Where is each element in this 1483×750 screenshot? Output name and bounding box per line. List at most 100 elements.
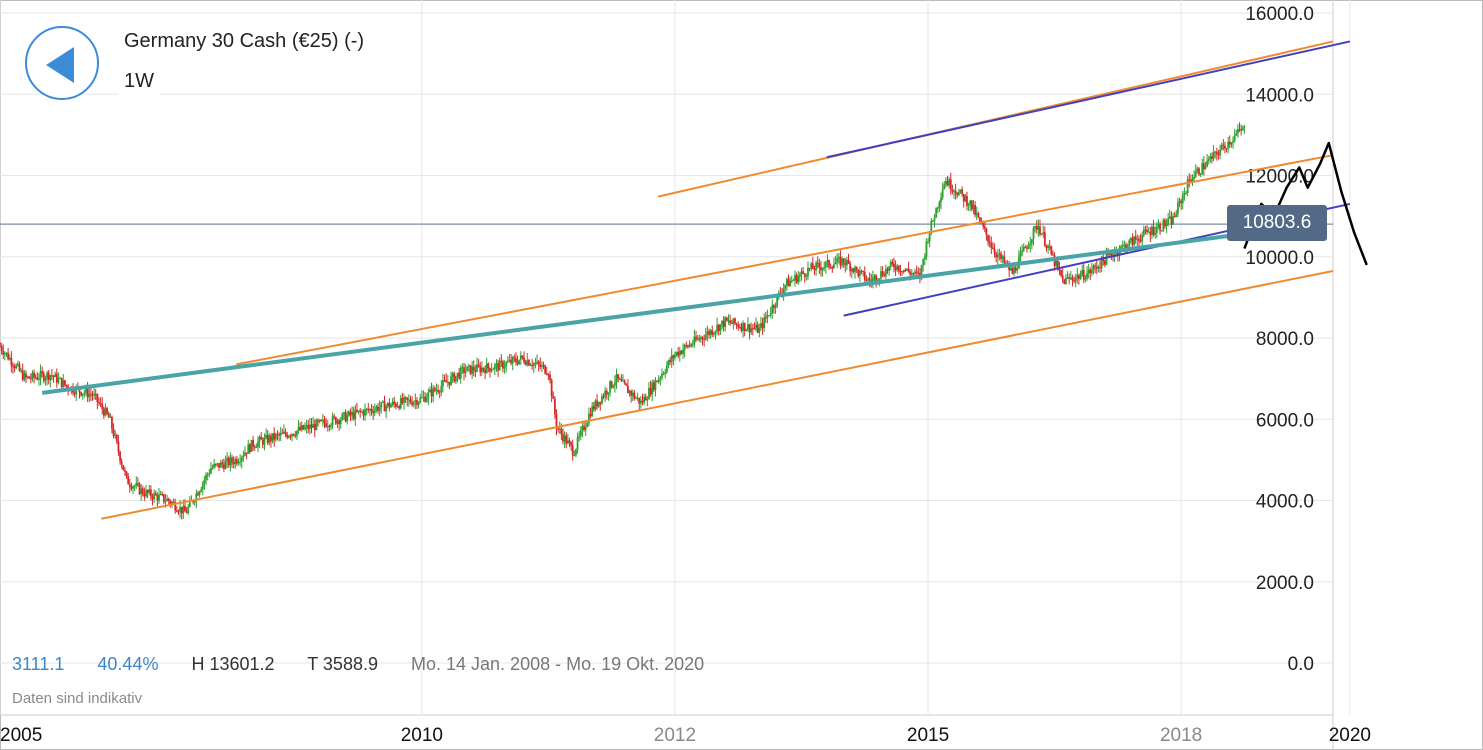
candle-body [1160, 230, 1163, 232]
candle-body [344, 412, 347, 422]
candle-body [101, 403, 104, 410]
candle-body [161, 494, 164, 496]
candle-body [1055, 260, 1058, 267]
candle-body [404, 397, 407, 399]
candle-body [1185, 192, 1187, 194]
candle-body [602, 396, 605, 398]
candle-body [528, 360, 530, 366]
candle-body [175, 510, 178, 512]
candle-body [154, 493, 157, 496]
candle-body [841, 258, 843, 266]
candle-body [928, 233, 931, 242]
candle-body [623, 380, 626, 384]
candle-body [583, 426, 585, 431]
candle-body [782, 288, 785, 294]
candle-body [810, 263, 813, 269]
candle-body [461, 367, 464, 369]
candle-body [1056, 260, 1059, 268]
candle-body [117, 441, 120, 452]
candle-body [16, 363, 19, 366]
candle-body [747, 324, 749, 330]
candle-body [179, 506, 181, 512]
candle-body [1108, 253, 1111, 255]
candle-body [210, 468, 212, 474]
candle-body [297, 426, 300, 431]
candle-body [44, 378, 47, 381]
candle-body [80, 392, 83, 396]
candle-body [1065, 277, 1067, 285]
candle-body [498, 360, 501, 371]
candle-body [612, 385, 615, 388]
candle-body [701, 337, 704, 339]
candle-body [721, 320, 723, 325]
candle-body [985, 228, 988, 236]
candle-body [493, 364, 496, 370]
candle-body [15, 365, 18, 369]
candle-body [321, 419, 324, 421]
candle-body [884, 269, 887, 277]
candle-body [881, 271, 884, 276]
candle-body [562, 434, 564, 442]
candle-body [730, 322, 733, 324]
candle-body [717, 324, 720, 332]
candle-body [482, 367, 485, 370]
candle-body [258, 437, 261, 442]
candle-body [252, 439, 255, 447]
date-range: Mo. 14 Jan. 2008 - Mo. 19 Okt. 2020 [411, 654, 705, 674]
candle-body [803, 273, 806, 277]
candle-body [455, 375, 457, 382]
candle-body [398, 406, 401, 409]
candle-body [62, 380, 65, 387]
candle-body [211, 467, 214, 469]
candle-body [719, 324, 722, 332]
candle-body [506, 361, 509, 363]
candle-body [664, 372, 667, 374]
back-arrow-icon [46, 47, 74, 83]
back-button[interactable] [25, 26, 99, 100]
candle-body [1233, 135, 1236, 141]
candle-body [200, 489, 203, 492]
candle-body [665, 365, 668, 373]
timeframe-label[interactable]: 1W [118, 68, 160, 95]
candle-body [667, 360, 670, 366]
candle-body [854, 266, 856, 273]
candle-body [38, 378, 40, 380]
candle-body [1206, 160, 1208, 167]
candle-body [534, 363, 537, 365]
candle-body [167, 498, 170, 501]
candle-body [768, 315, 770, 317]
candle-body [769, 313, 772, 316]
candle-body [359, 410, 362, 412]
candle-body [140, 488, 143, 494]
candle-body [657, 379, 660, 383]
candle-body [137, 483, 139, 485]
candle-body [99, 403, 102, 405]
candle-body [3, 353, 6, 355]
y-tick-label: 0.0 [1288, 654, 1314, 675]
candle-body [1201, 163, 1204, 175]
candle-body [683, 345, 686, 350]
candle-body [1100, 257, 1103, 269]
candle-body [576, 437, 579, 450]
candle-body [308, 424, 311, 430]
candle-body [785, 279, 788, 285]
candle-body [26, 376, 29, 378]
candle-body [990, 243, 993, 248]
candle-body [586, 423, 589, 427]
candle-body [356, 409, 358, 412]
candle-body [687, 345, 689, 347]
candle-body [1034, 226, 1037, 228]
candle-body [312, 424, 315, 428]
candle-body [1030, 239, 1033, 244]
candle-body [654, 380, 657, 390]
candle-body [302, 425, 305, 430]
candle-body [743, 322, 746, 331]
candle-body [1086, 273, 1088, 279]
candle-body [648, 387, 650, 400]
candle-body [932, 220, 934, 222]
candle-body [1040, 234, 1043, 236]
candle-body [120, 461, 123, 466]
candle-body [823, 266, 826, 269]
